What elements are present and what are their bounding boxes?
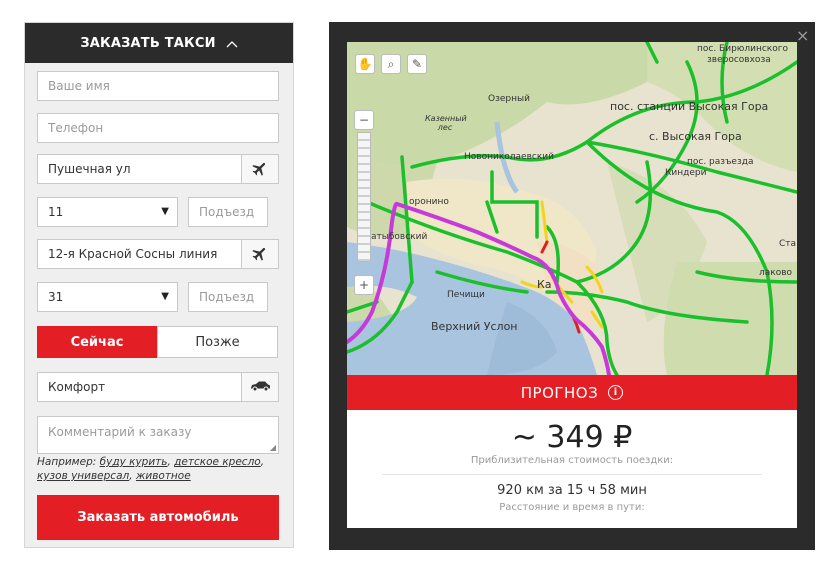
to-house-select[interactable]: 31 ▼ — [37, 282, 178, 312]
zoom-slider[interactable] — [357, 132, 371, 262]
map-label: пос. разъезда — [687, 157, 754, 167]
car-icon — [249, 380, 271, 395]
route-line — [347, 201, 611, 375]
chevron-up-icon[interactable] — [226, 37, 238, 52]
price-caption: Приблизительная стоимость поездки: — [470, 455, 674, 466]
phone-field[interactable] — [37, 113, 279, 143]
airplane-icon — [251, 159, 269, 180]
tariff-car-button[interactable] — [241, 372, 279, 402]
from-street-value: Пушечная ул — [48, 162, 131, 176]
map-label: лаково — [759, 268, 793, 278]
map-label: Верхний Услон — [431, 320, 518, 333]
river-kazanka — [494, 121, 520, 194]
to-address-field[interactable]: 12-я Красной Сосны линия — [37, 239, 279, 269]
map-label: атыбовский — [371, 232, 428, 242]
map-label: Печищи — [447, 290, 485, 300]
map-label: Киндери — [665, 168, 707, 178]
from-entrance-input[interactable] — [199, 205, 267, 219]
comment-hint: Например: буду курить, детское кресло, к… — [37, 456, 265, 482]
to-airport-button[interactable] — [241, 239, 279, 269]
tariff-value: Комфорт — [48, 380, 106, 394]
river-bay — [487, 302, 557, 375]
from-house-value: 11 — [48, 205, 64, 219]
map-label: Ста — [779, 239, 797, 249]
order-taxi-panel: ЗАКАЗАТЬ ТАКСИ Пушечная ул 11 ▼ 12-я Кра… — [24, 22, 294, 548]
later-button[interactable]: Позже — [157, 326, 278, 358]
from-airport-button[interactable] — [241, 154, 279, 184]
zoom-out-button[interactable]: − — [354, 110, 374, 130]
map-label: пос. станции Высокая Гора — [610, 100, 769, 113]
close-icon[interactable]: × — [796, 26, 810, 45]
forecast-popup: × — [329, 22, 815, 550]
phone-input[interactable] — [48, 121, 278, 135]
from-entrance-field[interactable] — [188, 197, 268, 227]
tariff-field[interactable]: Комфорт — [37, 372, 279, 402]
caret-down-icon: ▼ — [161, 291, 169, 302]
zoom-in-button[interactable]: + — [354, 275, 374, 295]
forecast-title: ПРОГНОЗ — [520, 383, 599, 402]
hint-prefix: Например: — [37, 456, 97, 468]
map-label: Озерный — [488, 94, 530, 104]
map-label: зверосовхоза — [707, 55, 771, 65]
hint-link-child-seat[interactable]: детское кресло — [174, 456, 261, 468]
estimated-price: ~ 349 ₽ — [511, 420, 633, 455]
map-canvas — [347, 42, 797, 375]
map-label: с. Высокая Гора — [649, 130, 742, 143]
to-street-value: 12-я Красной Сосны линия — [48, 247, 218, 261]
map-label: пос. Бирюлинского — [697, 44, 788, 54]
order-panel-header[interactable]: ЗАКАЗАТЬ ТАКСИ — [25, 23, 293, 63]
city-center-area — [537, 242, 603, 332]
hint-link-smoke[interactable]: буду курить — [99, 456, 168, 468]
traffic-roads — [347, 42, 797, 375]
map-label: Новониколаевский — [464, 152, 554, 162]
from-house-select[interactable]: 11 ▼ — [37, 197, 178, 227]
magnifier-icon[interactable]: ⌕ — [381, 54, 401, 74]
comment-field[interactable]: ◢ — [37, 416, 279, 454]
forest-area — [663, 262, 797, 375]
map-label: Ка — [537, 278, 552, 291]
now-button[interactable]: Сейчас — [37, 326, 157, 358]
airplane-icon — [251, 244, 269, 265]
map-label: оронино — [409, 197, 449, 207]
hint-link-wagon[interactable]: кузов универсал — [37, 470, 130, 482]
resize-handle-icon[interactable]: ◢ — [269, 443, 276, 452]
distance-time: 920 км за 15 ч 58 мин — [497, 483, 647, 498]
caret-down-icon: ▼ — [161, 206, 169, 217]
name-input[interactable] — [48, 79, 278, 93]
route-map[interactable]: ✋ ⌕ ✎ − + пос. Бирюлинского зверосовхоза… — [347, 42, 797, 375]
from-address-field[interactable]: Пушечная ул — [37, 154, 279, 184]
forest-area — [647, 42, 797, 172]
distance-caption: Расстояние и время в пути: — [499, 502, 645, 513]
name-field[interactable] — [37, 71, 279, 101]
ruler-icon[interactable]: ✎ — [407, 54, 427, 74]
forecast-result: ~ 349 ₽ Приблизительная стоимость поездк… — [347, 410, 797, 528]
to-entrance-field[interactable] — [188, 282, 268, 312]
map-label: Казенный лес — [425, 114, 467, 132]
hint-link-animal[interactable]: животное — [135, 470, 191, 482]
info-icon[interactable]: i — [608, 385, 624, 400]
comment-textarea[interactable] — [48, 425, 278, 447]
to-house-value: 31 — [48, 290, 64, 304]
to-entrance-input[interactable] — [199, 290, 267, 304]
hand-icon[interactable]: ✋ — [355, 54, 375, 74]
forecast-header: ПРОГНОЗ i — [347, 375, 797, 410]
order-car-button[interactable]: Заказать автомобиль — [37, 495, 279, 540]
order-panel-title: ЗАКАЗАТЬ ТАКСИ — [80, 35, 216, 51]
divider — [382, 474, 762, 475]
